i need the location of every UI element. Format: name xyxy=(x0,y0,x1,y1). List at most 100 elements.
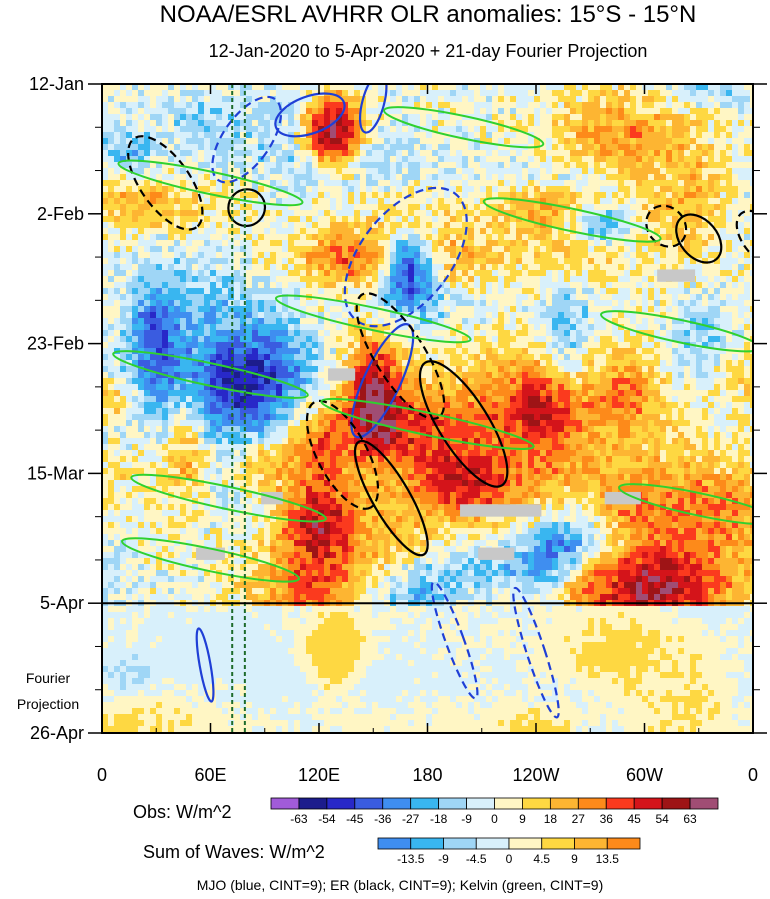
x-tick-label: 120W xyxy=(512,765,559,785)
colorbar-level-label: 18 xyxy=(544,812,558,826)
x-tick-label: 120E xyxy=(298,765,340,785)
mjo-reference-lines xyxy=(231,84,246,733)
kelvin-contour xyxy=(618,483,753,526)
x-tick-label: 180 xyxy=(412,765,442,785)
colorbar-level-label: -36 xyxy=(374,812,392,826)
er-contour xyxy=(735,209,753,268)
colorbar-level-label: 9 xyxy=(571,852,578,866)
missing-data-cell xyxy=(657,269,696,282)
colorbar-swatch xyxy=(549,797,579,810)
er-contour xyxy=(418,360,509,488)
colorbar-level-label: 27 xyxy=(572,812,586,826)
obs-colorbar-label: Obs: W/m^2 xyxy=(133,802,231,822)
colorbar-level-label: -4.5 xyxy=(466,852,487,866)
colorbar-swatch xyxy=(606,837,641,850)
contour-legend: MJO (blue, CINT=9); ER (black, CINT=9); … xyxy=(197,877,604,893)
y-tick-label: 23-Feb xyxy=(27,334,84,354)
kelvin-contour xyxy=(383,106,545,149)
mjo-contour xyxy=(358,84,388,134)
x-tick-label: 60W xyxy=(626,765,663,785)
missing-data-cell xyxy=(478,547,515,560)
colorbar-level-label: -18 xyxy=(430,812,448,826)
colorbar-swatch xyxy=(443,837,477,850)
colorbar-level-label: -13.5 xyxy=(397,852,425,866)
y-tick-label: 5-Apr xyxy=(40,593,84,613)
missing-data-cell xyxy=(604,491,641,505)
er-contour xyxy=(305,399,380,510)
kelvin-contour xyxy=(121,537,300,583)
colorbar-level-label: -9 xyxy=(438,852,449,866)
colorbar-level-label: -63 xyxy=(290,812,308,826)
colorbar-swatch xyxy=(438,797,467,810)
x-tick-label: 0 xyxy=(748,765,758,785)
colorbar-swatch xyxy=(661,797,691,810)
colorbar-swatch xyxy=(354,797,384,810)
colorbar-swatch xyxy=(475,837,510,850)
kelvin-contour xyxy=(320,397,535,450)
colorbar-level-label: 13.5 xyxy=(596,852,620,866)
colorbar-level-label: -27 xyxy=(402,812,420,826)
colorbar-swatch xyxy=(270,797,300,810)
mjo-contour xyxy=(343,186,468,328)
colorbar-swatch xyxy=(522,797,551,810)
colorbar-swatch xyxy=(689,797,719,810)
y-tick-label: 15-Mar xyxy=(27,463,84,483)
colorbar-swatch xyxy=(508,837,543,850)
x-tick-label: 0 xyxy=(97,765,107,785)
colorbar-level-label: 0 xyxy=(506,852,513,866)
colorbar-level-label: 4.5 xyxy=(533,852,550,866)
missing-data-cell xyxy=(460,504,542,517)
mjo-contour xyxy=(274,92,346,138)
mjo-contour xyxy=(211,95,283,184)
colorbar-swatch xyxy=(574,837,608,850)
colorbar-swatch xyxy=(466,797,495,810)
colorbar-level-label: 0 xyxy=(491,812,498,826)
colorbar-swatch xyxy=(377,837,412,850)
x-axis: 0 60E 120E 180 120W 60W 0 xyxy=(97,84,758,785)
er-contour xyxy=(227,188,267,228)
colorbar-level-label: -45 xyxy=(346,812,364,826)
colorbar-swatch xyxy=(605,797,635,810)
colorbar-level-label: 45 xyxy=(628,812,642,826)
mjo-contour xyxy=(195,627,215,703)
kelvin-contour xyxy=(274,294,472,344)
colorbar-swatch xyxy=(382,797,412,810)
x-tick-label: 60E xyxy=(194,765,226,785)
kelvin-contour xyxy=(600,310,753,353)
colorbar-level-label: -9 xyxy=(461,812,472,826)
colorbar-level-label: 63 xyxy=(683,812,697,826)
waves-colorbar-label: Sum of Waves: W/m^2 xyxy=(143,842,325,862)
y-tick-label: 2-Feb xyxy=(37,204,84,224)
colorbar-level-label: 36 xyxy=(600,812,614,826)
y-axis: 12-Jan 2-Feb 23-Feb 15-Mar 5-Apr 26-Apr xyxy=(27,74,767,743)
mjo-contour xyxy=(512,586,560,719)
missing-data-cell xyxy=(328,368,356,381)
y-tick-label: 12-Jan xyxy=(29,74,84,94)
plot-area xyxy=(102,84,753,733)
kelvin-contour xyxy=(112,350,309,399)
fourier-label-line2: Projection xyxy=(17,696,79,712)
kelvin-contour xyxy=(482,197,662,243)
kelvin-contour xyxy=(117,159,304,207)
colorbar-swatch xyxy=(541,837,575,850)
obs-colorbar: -63 -54 -45 -36 -27 -18 -9 0 9 18 27 36 45 54 63 xyxy=(270,797,719,826)
missing-data-layer xyxy=(196,269,696,560)
chart-subtitle: 12-Jan-2020 to 5-Apr-2020 + 21-day Fouri… xyxy=(209,41,648,61)
colorbar-swatch xyxy=(326,797,356,810)
er-contour xyxy=(675,213,723,264)
colorbar-swatch xyxy=(410,837,444,850)
waves-colorbar: -13.5 -9 -4.5 0 4.5 9 13.5 xyxy=(377,837,641,866)
er-contour xyxy=(645,204,688,248)
colorbar-swatch xyxy=(577,797,607,810)
mjo-contour xyxy=(430,581,479,700)
kelvin-contour xyxy=(130,473,327,523)
colorbar-level-label: -54 xyxy=(318,812,336,826)
olr-anomaly-field xyxy=(102,84,753,733)
fourier-label-line1: Fourier xyxy=(26,670,71,686)
colorbar-swatch xyxy=(494,797,523,810)
colorbar-swatch xyxy=(410,797,440,810)
er-contour xyxy=(353,439,429,557)
mjo-contour xyxy=(350,323,415,439)
colorbar-swatch xyxy=(298,797,328,810)
